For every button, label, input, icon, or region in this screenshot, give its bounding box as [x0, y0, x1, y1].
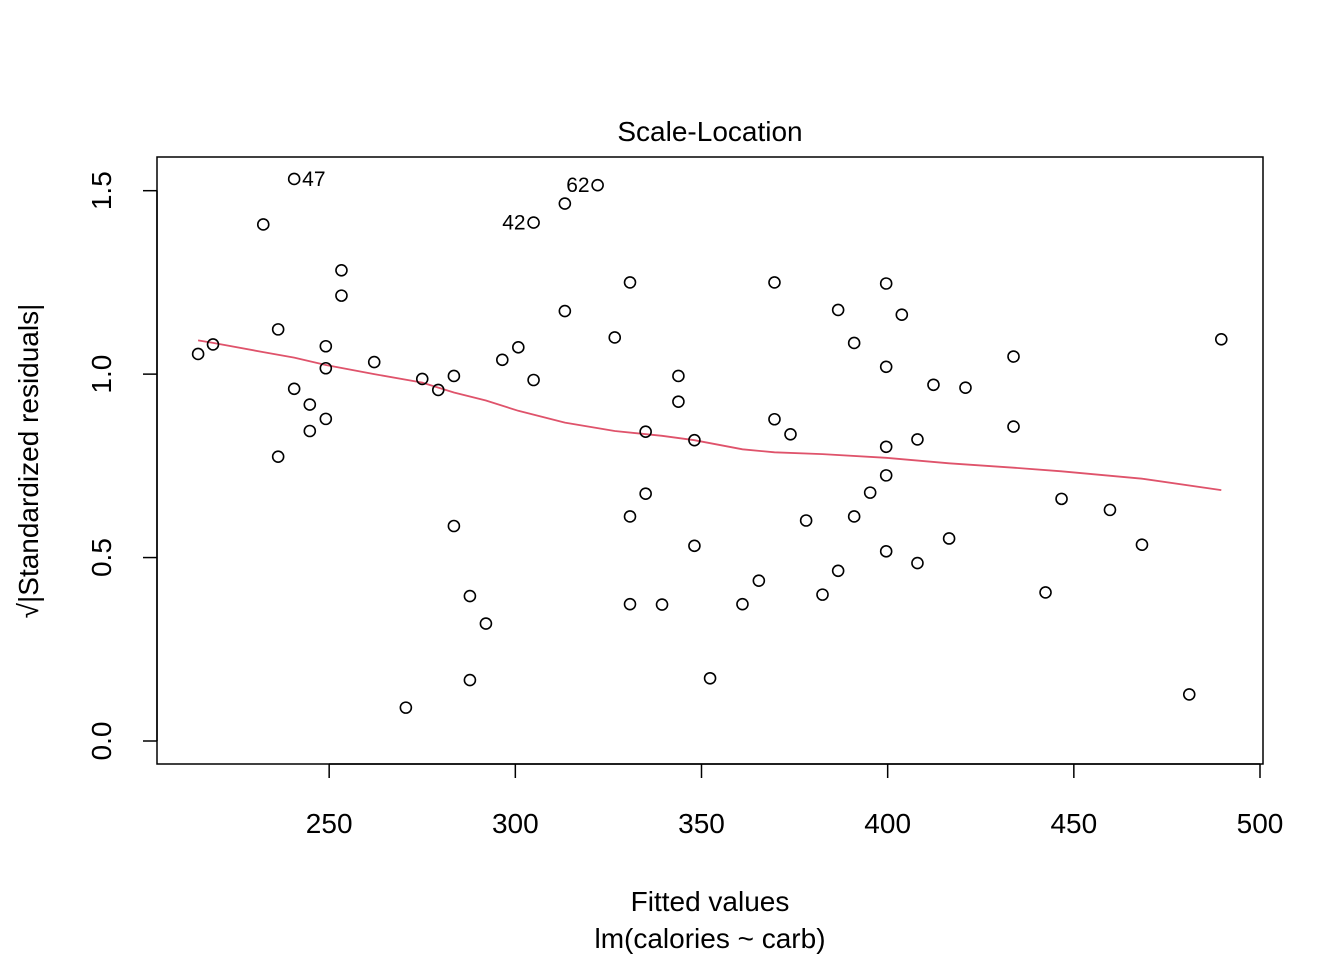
y-tick-label: 1.5 [86, 171, 117, 210]
data-point [831, 564, 845, 578]
data-point [463, 673, 477, 687]
data-point [799, 514, 813, 527]
data-point [688, 433, 701, 447]
data-point [367, 355, 381, 369]
data-point [319, 412, 333, 426]
y-axis: 0.0 0.5 1.0 1.5 [86, 171, 158, 761]
data-point [287, 172, 301, 186]
data-point [623, 276, 637, 289]
data-point [688, 539, 701, 553]
x-tick-label: 450 [1050, 808, 1097, 839]
data-point [639, 487, 652, 501]
data-point [959, 381, 972, 394]
data-point [752, 574, 766, 587]
data-point [863, 486, 877, 499]
x-tick-label: 350 [678, 808, 725, 839]
data-point [623, 510, 637, 523]
chart-title: Scale-Location [617, 116, 802, 147]
y-tick-label: 0.5 [86, 538, 117, 577]
data-point [879, 277, 893, 290]
data-point [895, 308, 909, 321]
data-point [816, 588, 829, 601]
data-point [1039, 586, 1052, 599]
data-point [831, 303, 845, 317]
data-point [911, 433, 924, 446]
data-point [303, 398, 317, 411]
y-tick-label: 0.0 [86, 722, 117, 761]
data-point [847, 510, 861, 523]
data-point [512, 341, 525, 354]
data-point [1007, 420, 1020, 433]
point-label: 62 [566, 174, 589, 197]
data-point [1055, 492, 1068, 506]
data-point [319, 339, 333, 353]
data-point [271, 450, 285, 463]
data-point [496, 353, 509, 367]
data-point [447, 519, 461, 533]
data-point [847, 336, 861, 350]
smooth-line [197, 339, 1222, 491]
data-point [639, 425, 652, 439]
data-point [271, 323, 285, 336]
point-labels: 47 42 62 [302, 168, 589, 235]
data-point [479, 617, 493, 630]
data-points [191, 172, 1228, 714]
data-point [431, 383, 445, 397]
x-tick-label: 250 [306, 808, 353, 839]
data-point [608, 331, 622, 344]
x-axis-sublabel: lm(calories ~ carb) [594, 923, 825, 954]
data-point [399, 701, 413, 714]
data-point [879, 469, 893, 482]
x-tick-label: 400 [864, 808, 911, 839]
x-axis-label: Fitted values [631, 886, 790, 917]
data-point [256, 218, 270, 231]
data-point [927, 378, 940, 392]
data-point [527, 216, 540, 229]
data-point [1182, 688, 1196, 701]
point-label: 47 [302, 168, 325, 191]
data-point [768, 412, 781, 426]
data-point [191, 347, 205, 361]
data-point [623, 597, 637, 611]
data-point [558, 197, 572, 210]
data-point [879, 545, 893, 558]
data-point [784, 427, 797, 441]
y-tick-label: 1.0 [86, 355, 117, 394]
data-point [287, 382, 301, 396]
data-point [319, 361, 333, 375]
data-point [672, 395, 685, 408]
data-point [768, 276, 781, 289]
data-point [206, 338, 220, 351]
data-point [335, 263, 348, 277]
data-point [1135, 538, 1149, 552]
x-tick-label: 500 [1237, 808, 1284, 839]
data-point [1007, 350, 1020, 363]
y-axis-label: √|Standardized residuals| [13, 304, 44, 619]
data-point [591, 178, 604, 192]
data-point [879, 440, 893, 454]
data-point [463, 589, 477, 603]
data-point [736, 597, 749, 611]
x-axis: 250 300 350 400 450 500 [306, 763, 1284, 839]
data-point [703, 671, 717, 685]
data-point [303, 424, 317, 438]
data-point [447, 369, 461, 383]
data-point [911, 556, 924, 570]
point-label: 42 [502, 212, 525, 235]
data-point [527, 373, 540, 387]
data-point [1214, 332, 1228, 346]
data-point [672, 369, 685, 383]
data-point [1103, 503, 1117, 517]
data-point [655, 598, 669, 611]
data-point [558, 304, 572, 318]
data-point [415, 372, 429, 386]
data-point [942, 532, 956, 545]
data-point [879, 360, 893, 374]
data-point [335, 289, 348, 302]
x-tick-label: 300 [492, 808, 539, 839]
